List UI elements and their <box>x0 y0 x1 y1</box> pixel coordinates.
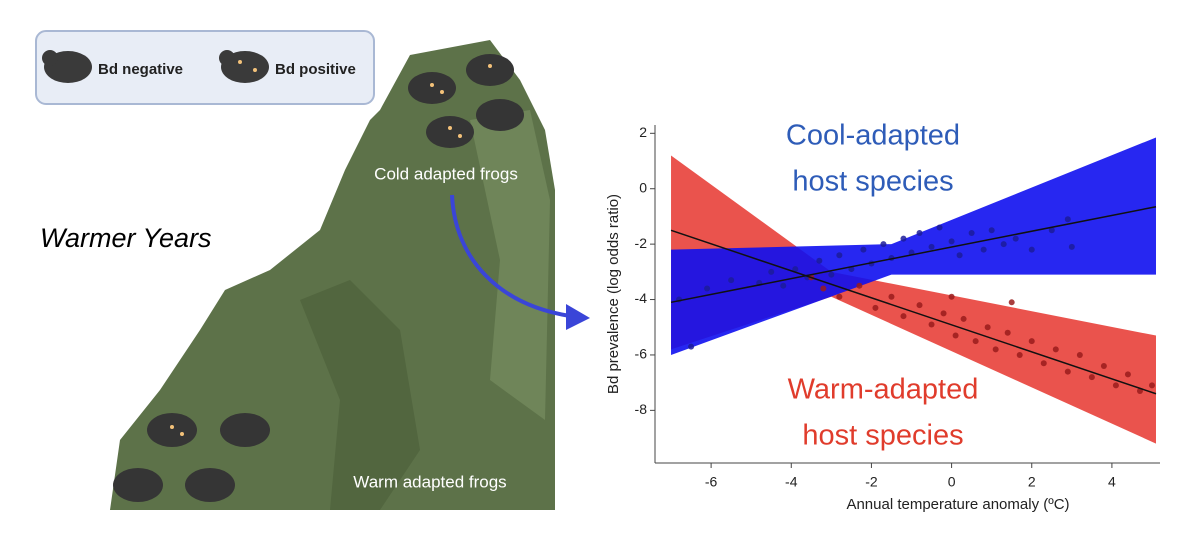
frog-icon <box>219 50 269 83</box>
cold-label: Cold adapted frogs <box>374 164 518 183</box>
data-point <box>916 302 923 309</box>
data-point <box>816 257 823 264</box>
data-point <box>828 271 835 278</box>
data-point <box>836 293 843 300</box>
x-tick-label: 0 <box>948 474 956 490</box>
data-point <box>728 277 735 284</box>
data-point <box>872 304 879 311</box>
data-point <box>1068 243 1075 250</box>
data-point <box>1040 360 1047 367</box>
chart: Annual temperature anomaly (ºC) Bd preva… <box>605 120 1160 513</box>
data-point <box>1052 346 1059 353</box>
illustration-title: Warmer Years <box>40 223 212 253</box>
data-point <box>688 343 695 350</box>
data-point <box>984 324 991 331</box>
y-tick-label: -4 <box>635 290 648 306</box>
mountain-shade <box>300 280 420 510</box>
data-point <box>1000 241 1007 248</box>
fit-line <box>670 205 1157 304</box>
series-label: Cool-adapted <box>786 120 960 152</box>
series-label: host species <box>792 166 953 198</box>
x-tick-label: 4 <box>1108 474 1116 490</box>
illustration: Bd negative Bd positive Cold adapted fro… <box>35 30 590 510</box>
y-tick-label: -2 <box>635 235 648 251</box>
data-point <box>952 332 959 339</box>
data-point <box>1028 246 1035 253</box>
data-point <box>1064 368 1071 375</box>
arrow <box>450 194 571 318</box>
mountain-shade <box>470 110 550 420</box>
data-point <box>1148 382 1155 389</box>
data-point <box>1028 338 1035 345</box>
data-point <box>948 238 955 245</box>
data-point <box>888 293 895 300</box>
x-tick-label: 2 <box>1028 474 1036 490</box>
data-point <box>928 243 935 250</box>
x-tick-label: -6 <box>705 474 718 490</box>
data-point <box>860 246 867 253</box>
data-point <box>988 227 995 234</box>
data-point <box>900 313 907 320</box>
data-point <box>1100 363 1107 370</box>
data-point <box>916 230 923 237</box>
data-point <box>1076 351 1083 358</box>
data-point <box>1004 329 1011 336</box>
y-tick-label: -6 <box>635 346 648 362</box>
legend-label: Bd positive <box>275 61 356 78</box>
x-tick-label: -2 <box>865 474 878 490</box>
data-point <box>836 252 843 259</box>
y-tick-label: 2 <box>639 124 647 140</box>
data-point <box>1016 351 1023 358</box>
y-tick-label: 0 <box>639 179 647 195</box>
data-point <box>980 246 987 253</box>
data-point <box>1008 299 1015 306</box>
data-point <box>1088 374 1095 381</box>
x-axis-label: Annual temperature anomaly (ºC) <box>846 496 1069 513</box>
data-point <box>900 235 907 242</box>
data-point <box>928 321 935 328</box>
data-point <box>972 338 979 345</box>
data-point <box>704 285 711 292</box>
data-point <box>780 282 787 289</box>
data-point <box>792 266 799 273</box>
series-label: host species <box>802 420 963 452</box>
warm-label: Warm adapted frogs <box>353 472 506 491</box>
series-label: Warm-adapted <box>788 374 979 406</box>
data-point <box>820 285 827 292</box>
data-point <box>1064 216 1071 223</box>
confidence-band <box>671 137 1156 355</box>
data-point <box>960 315 967 322</box>
data-point <box>1012 235 1019 242</box>
data-point <box>940 310 947 317</box>
frog-icon <box>42 50 92 83</box>
confidence-band <box>671 155 1156 444</box>
fit-line <box>670 229 1157 395</box>
mountain <box>110 40 555 510</box>
data-point <box>956 252 963 259</box>
frogs-top <box>408 54 524 148</box>
data-point <box>768 268 775 275</box>
data-point <box>948 293 955 300</box>
data-point <box>936 224 943 231</box>
frogs-bottom <box>113 413 270 502</box>
data-point <box>856 282 863 289</box>
data-point <box>1112 382 1119 389</box>
data-point <box>880 241 887 248</box>
y-tick-label: -8 <box>635 401 648 417</box>
data-point <box>1048 227 1055 234</box>
legend-label: Bd negative <box>98 61 183 78</box>
y-axis-label: Bd prevalence (log odds ratio) <box>605 194 622 394</box>
arrow-head <box>566 304 590 330</box>
data-point <box>992 346 999 353</box>
legend-box <box>35 30 375 105</box>
x-tick-label: -4 <box>785 474 798 490</box>
data-point <box>1124 371 1131 378</box>
data-point <box>968 230 975 237</box>
